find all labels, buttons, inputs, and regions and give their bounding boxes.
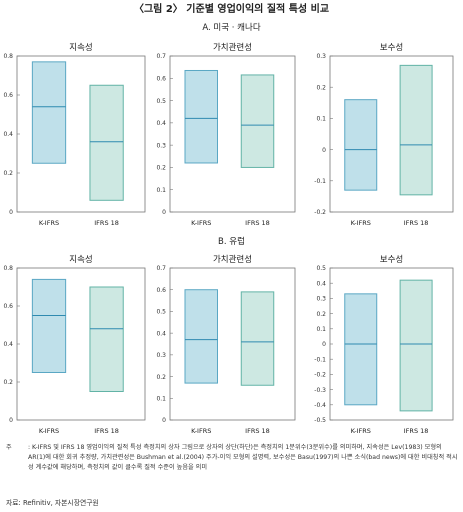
y-tick-label: 0.5 — [156, 309, 166, 316]
box-k-ifrs — [184, 289, 218, 384]
box-ifrs-18 — [399, 279, 433, 412]
y-tick-label: 0.2 — [3, 170, 13, 177]
y-tick-label: 0.4 — [316, 280, 326, 287]
y-tick-label: -0.4 — [314, 402, 326, 409]
y-tick-label: 0.6 — [3, 303, 13, 310]
chart-panel: 지속성 0 0.2 0.4 0.6 0.8 K-IFRS IFRS 18 — [3, 255, 146, 435]
box-ifrs-18 — [89, 286, 124, 392]
y-tick-label: 0.3 — [316, 53, 326, 60]
x-category-label: K-IFRS — [351, 219, 371, 227]
section-a-label: A. 미국 · 캐나다 — [202, 23, 260, 33]
note-prefix: 주 — [6, 444, 12, 451]
x-category-label: IFRS 18 — [245, 219, 270, 227]
chart-panel: 보수성 -0.2 -0.1 0 0.1 0.2 0.3 K-IFRS IFRS 18 — [314, 43, 454, 227]
box-ifrs-18 — [89, 84, 124, 201]
x-category-label: IFRS 18 — [245, 427, 270, 435]
y-tick-label: 0.6 — [3, 92, 13, 99]
panels-group: 지속성 0 0.2 0.4 0.6 0.8 K-IFRS IFRS 18 가치관련성 0 0.1 0.… — [3, 42, 454, 435]
y-tick-label: 0.2 — [3, 379, 13, 386]
y-tick-label: 0.4 — [156, 330, 166, 337]
x-category-label: K-IFRS — [39, 219, 59, 227]
y-tick-label: -0.5 — [314, 417, 326, 424]
section-b-label: B. 유럽 — [218, 237, 245, 247]
y-tick-label: 0.1 — [156, 395, 166, 402]
y-tick-label: 0.4 — [3, 131, 13, 138]
y-tick-label: -0.2 — [314, 372, 326, 379]
box-k-ifrs — [344, 293, 378, 406]
box-k-ifrs — [344, 99, 378, 191]
y-tick-label: -0.1 — [314, 178, 326, 185]
y-tick-label: 0 — [322, 341, 326, 348]
y-tick-label: 0 — [322, 147, 326, 154]
figure-title: 〈그림 2〉 기준별 영업이익의 질적 특성 비교 — [134, 2, 329, 15]
source-text: 자료: Refinitiv, 자본시장연구원 — [6, 499, 99, 507]
y-tick-label: 0.3 — [316, 296, 326, 303]
figure-canvas: 〈그림 2〉 기준별 영업이익의 질적 특성 비교 A. 미국 · 캐나다 B.… — [3, 2, 454, 435]
y-tick-label: 0.1 — [316, 116, 326, 123]
figure-note: 주 : K-IFRS 및 IFRS 18 영업이익의 질적 특성 측정치의 상자… — [6, 443, 458, 473]
x-category-label: IFRS 18 — [404, 219, 429, 227]
y-tick-label: 0.2 — [316, 311, 326, 318]
box-ifrs-18 — [240, 74, 275, 168]
y-tick-label: 0.6 — [156, 287, 166, 294]
y-tick-label: 0.4 — [156, 120, 166, 127]
y-tick-label: -0.3 — [314, 387, 326, 394]
y-tick-label: 0 — [162, 209, 166, 216]
box-ifrs-18 — [240, 291, 275, 386]
y-tick-label: 0.7 — [156, 53, 166, 60]
x-category-label: IFRS 18 — [94, 219, 119, 227]
y-tick-label: 0.4 — [3, 341, 13, 348]
plot-frame — [169, 55, 296, 213]
box-k-ifrs — [31, 61, 67, 164]
y-tick-label: 0.1 — [316, 326, 326, 333]
box-k-ifrs — [31, 278, 67, 373]
y-tick-label: 0.2 — [156, 165, 166, 172]
y-tick-label: -0.2 — [314, 209, 326, 216]
y-tick-label: 0.1 — [156, 187, 166, 194]
y-tick-label: 0.7 — [156, 265, 166, 272]
chart-panel: 가치관련성 0 0.1 0.2 0.3 0.4 0.5 0.6 0.7 K-IFRS IFRS 18 — [156, 42, 296, 227]
y-tick-label: 0.5 — [316, 265, 326, 272]
y-tick-label: 0.5 — [156, 98, 166, 105]
y-tick-label: 0.8 — [3, 53, 13, 60]
y-tick-label: 0 — [162, 417, 166, 424]
panel-title: 보수성 — [380, 43, 403, 53]
y-tick-label: 0 — [9, 417, 13, 424]
note-text: : K-IFRS 및 IFRS 18 영업이익의 질적 특성 측정치의 상자 그… — [28, 444, 458, 471]
y-tick-label: 0.8 — [3, 265, 13, 272]
y-tick-label: 0.3 — [156, 352, 166, 359]
x-category-label: IFRS 18 — [94, 427, 119, 435]
plot-frame — [169, 267, 296, 421]
y-tick-label: 0 — [9, 209, 13, 216]
plot-frame — [329, 55, 454, 213]
chart-panel: 가치관련성 0 0.1 0.2 0.3 0.4 0.5 0.6 0.7 K-IFRS IFRS 18 — [156, 254, 296, 435]
x-category-label: K-IFRS — [191, 427, 211, 435]
x-category-label: K-IFRS — [39, 427, 59, 435]
y-tick-label: 0.2 — [316, 84, 326, 91]
x-category-label: K-IFRS — [351, 427, 371, 435]
x-category-label: IFRS 18 — [404, 427, 429, 435]
chart-panel: 보수성 -0.5 -0.4 -0.3 -0.2 -0.1 0 0.1 0.2 0.3 0.4 0.5 K… — [314, 255, 454, 435]
x-category-label: K-IFRS — [191, 219, 211, 227]
panel-title: 가치관련성 — [213, 254, 252, 265]
panel-title: 가치관련성 — [213, 42, 252, 53]
y-tick-label: 0.6 — [156, 75, 166, 82]
box-ifrs-18 — [399, 64, 433, 196]
box-k-ifrs — [184, 69, 218, 164]
panel-title: 지속성 — [69, 255, 92, 265]
y-tick-label: 0.2 — [156, 374, 166, 381]
y-tick-label: 0.3 — [156, 142, 166, 149]
panel-title: 보수성 — [380, 255, 403, 265]
panel-title: 지속성 — [69, 43, 92, 53]
y-tick-label: -0.1 — [314, 356, 326, 363]
chart-panel: 지속성 0 0.2 0.4 0.6 0.8 K-IFRS IFRS 18 — [3, 43, 146, 227]
